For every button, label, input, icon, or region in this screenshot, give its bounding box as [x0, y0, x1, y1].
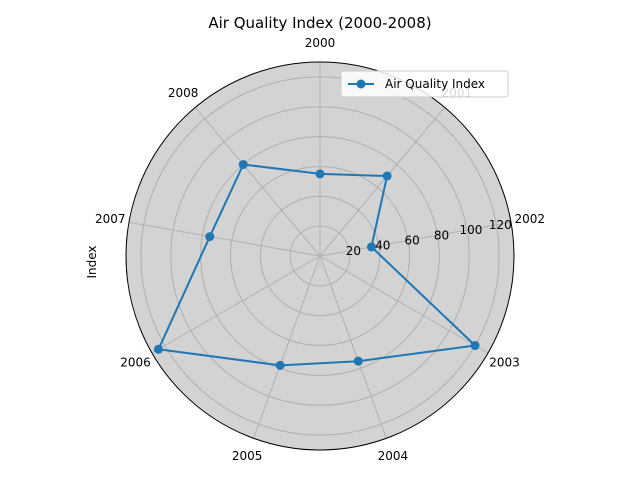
- category-label-2002: 2002: [514, 212, 545, 226]
- category-label-2003: 2003: [489, 356, 520, 370]
- grid-spoke-2007: [128, 221, 321, 257]
- category-label-2006: 2006: [120, 356, 151, 370]
- series-line-0: [157, 163, 477, 367]
- legend-box: [340, 70, 509, 98]
- data-point-2003: [470, 341, 480, 351]
- grid-spoke-2001: [319, 107, 446, 257]
- legend: Air Quality Index: [340, 70, 509, 98]
- y-axis-label: Index: [85, 245, 99, 278]
- legend-marker-swatch: [356, 79, 366, 89]
- grid-spoke-2005: [253, 255, 321, 439]
- legend-label: Air Quality Index: [385, 77, 485, 91]
- grid-layer: [128, 62, 512, 439]
- category-label-2007: 2007: [95, 212, 126, 226]
- data-point-2008: [238, 160, 248, 170]
- radial-tick-label-80: 80: [434, 228, 449, 242]
- radial-tick-label-120: 120: [489, 218, 512, 232]
- plot-frame: [125, 61, 515, 451]
- radial-tick-label-40: 40: [375, 239, 390, 253]
- grid-spoke-2008: [194, 107, 321, 257]
- data-point-2004: [353, 356, 363, 366]
- data-point-2006: [153, 344, 163, 354]
- series-layer: [153, 160, 480, 370]
- grid-spoke-2004: [319, 255, 387, 439]
- category-label-2005: 2005: [232, 449, 263, 463]
- grid-spoke-2003: [319, 255, 489, 354]
- chart-title: Air Quality Index (2000-2008): [208, 14, 431, 32]
- data-point-2001: [382, 171, 392, 181]
- radial-tick-label-20: 20: [346, 244, 361, 258]
- data-point-2002: [366, 242, 376, 252]
- radial-tick-label-60: 60: [405, 233, 420, 247]
- data-point-2000: [315, 169, 325, 179]
- data-point-2005: [275, 360, 285, 370]
- grid-spoke-2006: [151, 255, 321, 354]
- category-label-2000: 2000: [305, 36, 336, 50]
- data-point-2007: [205, 232, 215, 242]
- category-label-2004: 2004: [378, 449, 409, 463]
- category-label-2008: 2008: [168, 86, 199, 100]
- grid-spoke-2002: [319, 221, 512, 257]
- radial-tick-label-100: 100: [460, 223, 483, 237]
